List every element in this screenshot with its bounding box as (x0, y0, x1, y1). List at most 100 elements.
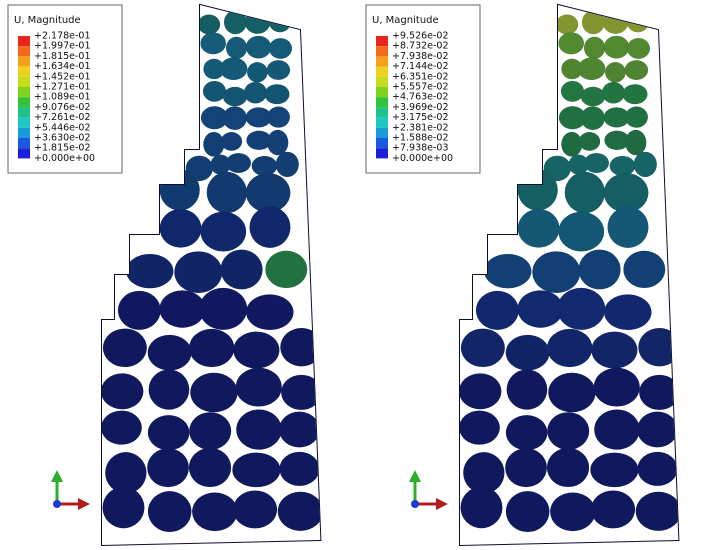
grain (233, 332, 279, 369)
triad-x-head (436, 498, 448, 510)
grain (579, 132, 600, 151)
grain (548, 373, 595, 412)
grain (148, 415, 190, 450)
legend-swatch (376, 118, 388, 128)
grain (584, 37, 605, 59)
grain (103, 487, 145, 528)
legend-swatch (18, 87, 30, 97)
grain (547, 412, 589, 450)
grain (232, 453, 280, 488)
grain (518, 209, 560, 248)
grain (118, 291, 161, 330)
grain (547, 329, 592, 367)
grain (103, 329, 147, 367)
legend-swatch (376, 148, 388, 158)
grain (160, 169, 200, 210)
grain (279, 452, 319, 486)
grain (590, 453, 638, 488)
legend-swatch (376, 77, 388, 87)
grain (226, 153, 251, 173)
grain (189, 448, 231, 487)
grain (625, 107, 648, 128)
grain (199, 288, 247, 330)
grain (507, 369, 548, 409)
legend-swatch (376, 138, 388, 148)
grain (203, 81, 226, 102)
legend-title: U, Magnitude (372, 15, 439, 26)
legend-swatch (376, 46, 388, 56)
grain (605, 62, 625, 82)
grain (267, 130, 288, 155)
grain (280, 328, 322, 366)
grain (220, 58, 247, 80)
grain (594, 409, 639, 449)
grain (223, 106, 247, 130)
legend-swatch (376, 67, 388, 77)
grain (265, 251, 307, 288)
grain (637, 452, 677, 486)
legend-swatch (18, 36, 30, 46)
figure: U, Magnitude+2.178e-01+1.997e-01+1.815e-… (0, 0, 702, 550)
grain (278, 492, 323, 531)
legend-swatch (18, 56, 30, 66)
grain (147, 448, 189, 487)
grain (476, 291, 519, 330)
contour-panel: U, Magnitude+9.526e-02+8.732e-02+7.938e-… (366, 0, 693, 550)
legend-swatch (376, 56, 388, 66)
triad-z (411, 500, 419, 508)
legend: U, Magnitude+9.526e-02+8.732e-02+7.938e-… (366, 5, 480, 173)
legend-label: +0.000e+00 (392, 153, 453, 164)
grain (565, 172, 605, 213)
grain (594, 368, 640, 407)
grain (223, 87, 247, 106)
grain (610, 156, 636, 176)
grain (192, 493, 237, 532)
grain (604, 294, 651, 330)
grain (626, 9, 649, 33)
grain (174, 251, 222, 293)
legend-swatch (18, 138, 30, 148)
grain (591, 332, 637, 369)
grain (279, 412, 319, 448)
legend-swatch (376, 107, 388, 117)
grain (547, 448, 589, 487)
legend-label: +0.000e+00 (34, 153, 95, 164)
grain (602, 82, 625, 103)
grain (246, 294, 293, 330)
grain (561, 81, 584, 102)
grain (265, 84, 290, 104)
grain (506, 415, 548, 450)
triad-x-head (78, 498, 90, 510)
grain (148, 335, 192, 370)
grain (459, 411, 500, 445)
legend-swatch (18, 97, 30, 107)
grain (505, 448, 547, 487)
axis-triad (51, 470, 90, 510)
grain (637, 412, 677, 448)
grain (250, 207, 291, 248)
legend-swatch (376, 36, 388, 46)
grain (627, 38, 650, 59)
grain (236, 368, 282, 407)
triad-y-head (51, 470, 63, 482)
legend-title: U, Magnitude (14, 15, 81, 26)
grain (603, 11, 628, 34)
grain (148, 491, 191, 532)
grain (461, 329, 505, 367)
grain (484, 254, 531, 288)
grain (638, 328, 680, 366)
grain (189, 412, 231, 450)
grain (190, 373, 237, 412)
grain (604, 36, 629, 59)
grain (203, 132, 224, 157)
grain (160, 209, 202, 248)
grain (550, 493, 595, 532)
legend-swatch (18, 77, 30, 87)
legend-swatch (376, 87, 388, 97)
grain (461, 487, 503, 528)
grain (236, 409, 281, 449)
legend-swatch (18, 118, 30, 128)
grain (625, 130, 646, 155)
legend-swatch (376, 97, 388, 107)
grain (559, 212, 605, 252)
